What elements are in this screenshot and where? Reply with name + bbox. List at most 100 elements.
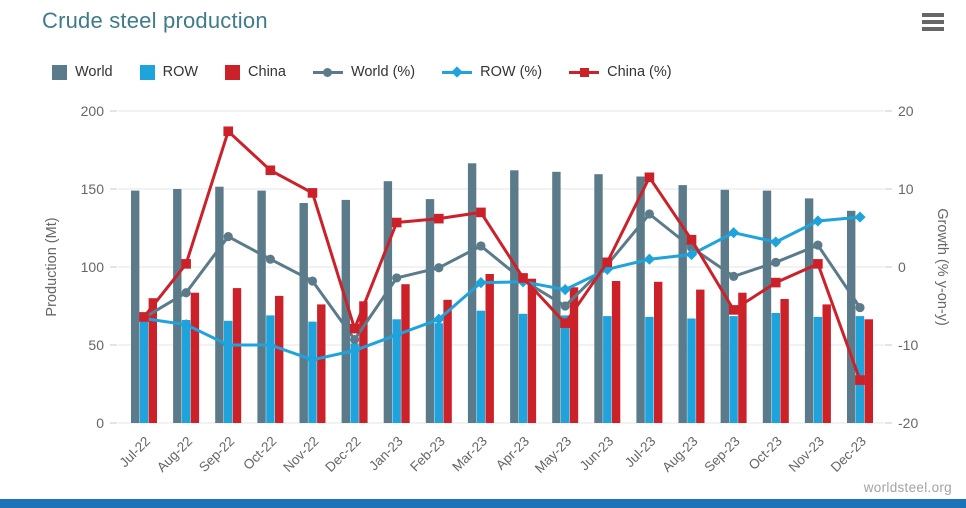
point-china--mar-23[interactable] [476,207,486,218]
bar-row-mar-23[interactable] [476,310,486,423]
legend-item-row[interactable]: ROW (%) [442,64,542,80]
point-world--nov-22[interactable] [307,276,318,286]
point-world--nov-23[interactable] [813,240,823,250]
bar-china-jul-23[interactable] [654,281,663,423]
point-row--jul-23[interactable] [643,253,656,265]
bar-china-nov-23[interactable] [822,304,831,423]
point-china--feb-23[interactable] [434,213,444,224]
point-world--jan-23[interactable] [392,273,402,283]
bar-row-nov-23[interactable] [813,316,823,423]
point-china--nov-23[interactable] [813,259,823,269]
point-world--dec-22[interactable] [349,334,360,345]
legend-item-china[interactable]: China (%) [569,64,672,80]
point-world--oct-22[interactable] [265,254,275,264]
bar-china-aug-23[interactable] [696,289,705,423]
bar-china-mar-23[interactable] [485,274,494,423]
bar-world-jul-23[interactable] [636,176,645,424]
bar-china-dec-22[interactable] [359,301,368,423]
bar-row-may-23[interactable] [561,315,570,423]
bar-china-jun-23[interactable] [611,281,621,423]
bar-world-jul-22[interactable] [131,190,140,423]
bar-world-jun-23[interactable] [594,174,603,423]
point-world--sep-22[interactable] [223,231,233,242]
bar-world-jan-23[interactable] [383,181,393,423]
point-row--jun-23[interactable] [601,263,613,275]
point-world--oct-23[interactable] [771,257,781,267]
bar-world-nov-22[interactable] [299,203,308,423]
bar-row-aug-22[interactable] [181,320,191,423]
point-world--sep-23[interactable] [729,271,739,281]
bar-world-oct-22[interactable] [257,190,266,423]
bar-row-nov-22[interactable] [308,321,317,423]
point-china--aug-22[interactable] [181,259,191,269]
bar-china-jan-23[interactable] [401,284,410,423]
legend-item-china[interactable]: China [225,64,286,80]
legend-item-row[interactable]: ROW [139,64,198,80]
bar-china-apr-23[interactable] [527,278,537,423]
bar-row-sep-22[interactable] [224,320,233,423]
point-row--dec-22[interactable] [348,344,361,357]
point-china--oct-22[interactable] [265,165,276,176]
bar-row-apr-23[interactable] [518,313,528,423]
bar-world-dec-22[interactable] [341,199,350,423]
bar-row-jul-23[interactable] [645,316,654,423]
point-world--feb-23[interactable] [434,263,444,273]
bar-row-aug-23[interactable] [687,318,696,424]
point-row--oct-23[interactable] [770,236,782,248]
bar-china-aug-22[interactable] [190,292,200,423]
point-china--dec-23[interactable] [855,375,865,385]
bar-world-may-23[interactable] [552,171,561,423]
bar-china-sep-22[interactable] [232,288,242,423]
point-row--nov-22[interactable] [306,354,319,366]
point-world--dec-23[interactable] [855,302,865,313]
bar-china-may-23[interactable] [569,287,579,423]
bar-world-apr-23[interactable] [510,170,519,423]
point-world--aug-22[interactable] [181,288,191,298]
point-china--jan-23[interactable] [391,217,402,228]
bar-china-feb-23[interactable] [443,299,452,423]
bar-row-oct-22[interactable] [266,315,275,423]
point-row--may-23[interactable] [559,284,571,296]
point-china--may-23[interactable] [560,318,570,328]
bar-row-dec-22[interactable] [350,343,359,423]
point-row--feb-23[interactable] [433,313,445,325]
bar-world-oct-23[interactable] [762,190,772,423]
point-row--mar-23[interactable] [475,277,487,289]
bar-row-jun-23[interactable] [603,316,612,423]
bar-world-feb-23[interactable] [425,199,435,423]
bar-row-jul-22[interactable] [139,317,149,423]
point-row--dec-23[interactable] [854,211,866,223]
point-china--jun-23[interactable] [602,257,613,268]
point-row--aug-22[interactable] [180,319,192,331]
bar-china-sep-23[interactable] [738,292,747,423]
bar-china-oct-23[interactable] [780,299,789,423]
legend-item-world[interactable]: World [52,64,113,80]
bar-world-mar-23[interactable] [467,163,477,424]
bar-world-sep-23[interactable] [720,189,729,423]
bar-china-oct-22[interactable] [275,295,284,423]
point-china--sep-22[interactable] [223,126,234,137]
point-world--jul-23[interactable] [644,209,655,219]
point-china--aug-23[interactable] [686,234,697,245]
point-row--jan-23[interactable] [391,329,403,341]
bar-china-nov-22[interactable] [317,304,326,423]
bar-row-feb-23[interactable] [434,323,443,423]
point-row--sep-23[interactable] [728,227,740,239]
bar-world-dec-23[interactable] [847,210,856,423]
bar-china-dec-23[interactable] [864,319,873,423]
hamburger-menu-button[interactable] [922,13,944,31]
point-row--oct-22[interactable] [264,339,276,351]
bar-world-nov-23[interactable] [804,198,814,423]
bar-row-sep-23[interactable] [729,316,738,423]
point-world--may-23[interactable] [560,301,570,311]
bar-world-aug-22[interactable] [173,189,182,423]
point-china--sep-23[interactable] [728,305,739,315]
point-world--mar-23[interactable] [476,241,486,251]
bar-world-aug-23[interactable] [678,185,687,423]
point-row--aug-23[interactable] [685,248,698,261]
point-china--apr-23[interactable] [518,273,528,283]
point-row--sep-22[interactable] [222,339,234,351]
point-china--jul-23[interactable] [644,172,655,183]
legend-item-world[interactable]: World (%) [312,64,415,80]
point-china--oct-23[interactable] [770,277,781,288]
